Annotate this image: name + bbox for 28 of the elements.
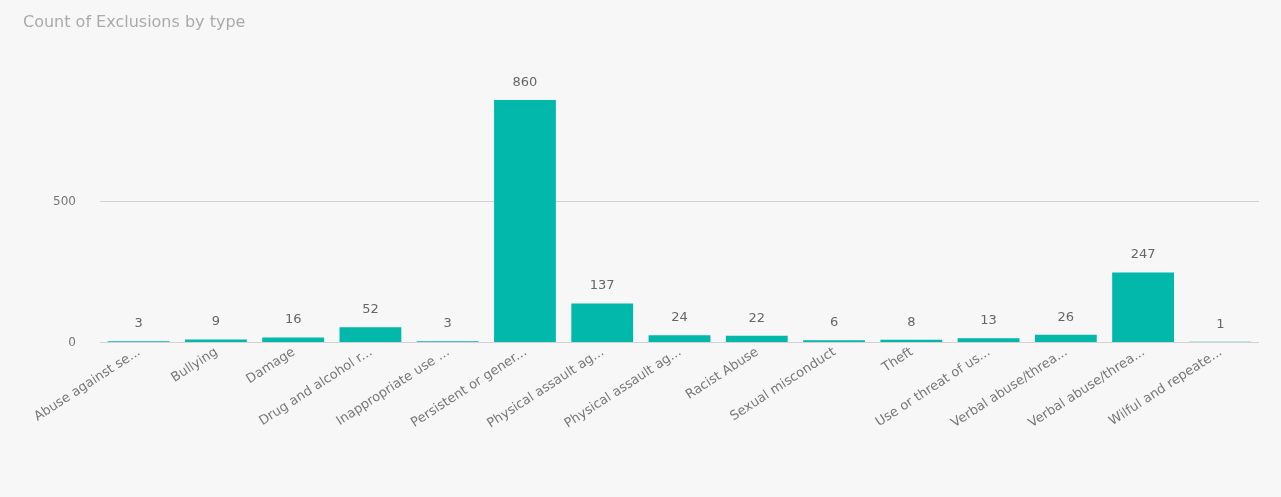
bar [571,303,634,342]
y-tick-label: 500 [53,194,76,209]
bar [1112,272,1175,342]
bar [1034,334,1097,342]
bar [494,100,556,342]
data-label: 1 [1216,315,1225,331]
chart-title: Count of Exclusions by type [23,11,246,31]
bar [262,337,325,342]
data-label: 247 [1130,246,1156,262]
data-label: 9 [211,313,221,329]
data-label: 22 [748,309,766,325]
bar [957,338,1020,342]
y-tick-label: 0 [68,335,76,349]
data-label: 6 [829,314,839,330]
data-label: 3 [134,315,143,331]
data-label: 52 [362,301,379,317]
data-label: 26 [1057,308,1075,324]
data-label: 860 [512,74,538,89]
data-label: 3 [443,315,452,331]
data-label: 24 [671,309,688,325]
data-label: 137 [589,277,615,293]
bar [648,335,711,342]
bar [184,339,247,342]
data-label: 16 [284,311,302,327]
data-label: 13 [980,312,997,328]
bar [725,335,788,342]
data-label: 8 [907,313,916,329]
bar [339,327,402,342]
